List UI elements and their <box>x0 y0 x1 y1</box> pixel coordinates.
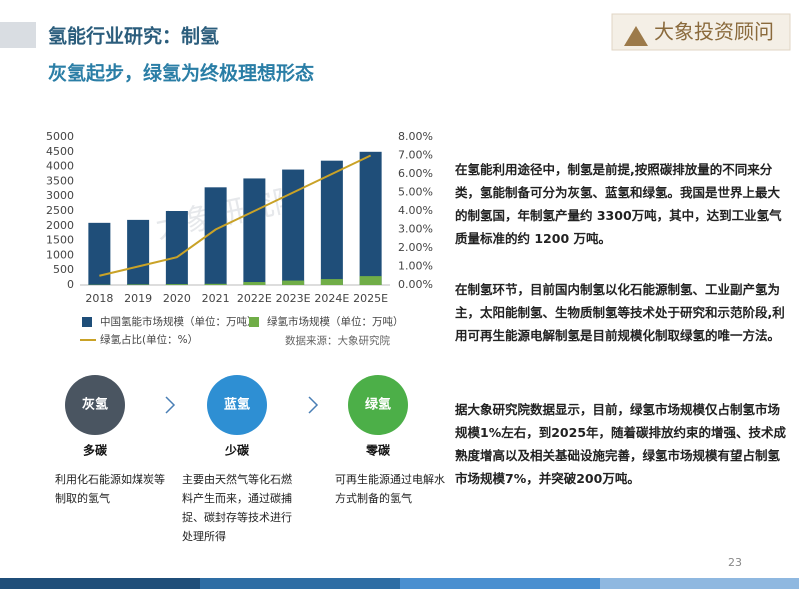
legend-swatch <box>249 317 259 327</box>
x-tick-label: 2024E <box>314 292 349 305</box>
bar <box>243 178 266 285</box>
y-tick-label: 2500 <box>46 204 74 217</box>
bar <box>165 284 188 285</box>
y2-tick-label: 5.00% <box>398 186 433 199</box>
type-circle <box>65 375 125 435</box>
bar <box>282 280 305 285</box>
bar <box>359 276 382 285</box>
bar <box>127 219 150 285</box>
x-tick-label: 2022E <box>237 292 272 305</box>
type-name: 灰氢 <box>82 397 108 413</box>
y-tick-label: 1000 <box>46 248 74 261</box>
y2-tick-label: 8.00% <box>398 130 433 143</box>
legend-label: 中国氢能市场规模（单位：万吨） <box>100 315 258 328</box>
y-tick-label: 2000 <box>46 219 74 232</box>
footer-bar <box>400 578 600 589</box>
x-tick-label: 2025E <box>353 292 388 305</box>
bar <box>204 283 227 285</box>
bar <box>127 284 150 285</box>
arrow <box>308 396 319 414</box>
type-circle <box>348 375 408 435</box>
legend-label: 绿氢占比(单位：%） <box>100 333 198 346</box>
y-tick-label: 5000 <box>46 130 74 143</box>
arrow <box>165 396 176 414</box>
type-carbon: 零碳 <box>365 443 391 458</box>
bar <box>88 222 111 285</box>
x-tick-label: 2018 <box>85 292 113 305</box>
bar <box>204 187 227 285</box>
bar <box>282 169 305 285</box>
type-description: 可再生能源通过电解水方式制备的氢气 <box>335 473 445 505</box>
y-tick-label: 3000 <box>46 189 74 202</box>
y-tick-label: 3500 <box>46 174 74 187</box>
title: 氢能行业研究：制氢 <box>48 25 219 48</box>
footer-bar <box>0 578 200 589</box>
y-tick-label: 0 <box>67 278 74 291</box>
x-tick-label: 2021 <box>202 292 230 305</box>
legend-swatch <box>82 317 92 327</box>
footer-bar <box>200 578 400 589</box>
type-description: 利用化石能源如煤炭等制取的氢气 <box>55 473 165 505</box>
y2-tick-label: 1.00% <box>398 260 433 273</box>
paragraph: 在制氢环节，目前国内制氢以化石能源制氢、工业副产氢为主，太阳能制氢、生物质制氢等… <box>455 282 785 343</box>
legend-label: 绿氢市场规模（单位：万吨） <box>267 315 404 328</box>
bar <box>165 211 188 285</box>
logo: 大象投资顾问 <box>654 20 774 44</box>
type-circle <box>207 375 267 435</box>
y2-tick-label: 0.00% <box>398 278 433 291</box>
type-name: 绿氢 <box>365 397 391 413</box>
page-number: 23 <box>728 556 742 569</box>
line <box>99 154 372 277</box>
paragraph: 据大象研究院数据显示，目前，绿氢市场规模仅占制氢市场规模1%左右，到2025年，… <box>455 402 787 486</box>
bar <box>320 160 343 285</box>
y2-tick-label: 7.00% <box>398 149 433 162</box>
subtitle: 灰氢起步，绿氢为终极理想形态 <box>48 62 314 85</box>
paragraph: 在氢能利用途径中，制氢是前提,按照碳排放量的不同来分类，氢能制备可分为灰氢、蓝氢… <box>455 162 782 246</box>
x-tick-label: 2023E <box>276 292 311 305</box>
x-tick-label: 2020 <box>163 292 191 305</box>
y-tick-label: 4000 <box>46 160 74 173</box>
type-name: 蓝氢 <box>224 397 250 413</box>
logo-icon <box>624 26 648 46</box>
header-accent <box>0 22 36 48</box>
type-description: 主要由天然气等化石燃料产生而来，通过碳捕捉、碳封存等技术进行处理所得 <box>182 473 292 543</box>
y-tick-label: 500 <box>53 263 74 276</box>
y2-tick-label: 4.00% <box>398 204 433 217</box>
y-tick-label: 1500 <box>46 234 74 247</box>
source: 数据来源：大象研究院 <box>285 334 390 347</box>
y2-tick-label: 2.00% <box>398 241 433 254</box>
y2-tick-label: 3.00% <box>398 223 433 236</box>
bar <box>320 279 343 285</box>
type-carbon: 多碳 <box>83 443 108 458</box>
type-carbon: 少碳 <box>224 443 250 458</box>
x-tick-label: 2019 <box>124 292 152 305</box>
bar <box>243 282 266 285</box>
y-tick-label: 4500 <box>46 145 74 158</box>
footer-bar <box>600 578 799 589</box>
bar <box>359 151 382 285</box>
y2-tick-label: 6.00% <box>398 167 433 180</box>
